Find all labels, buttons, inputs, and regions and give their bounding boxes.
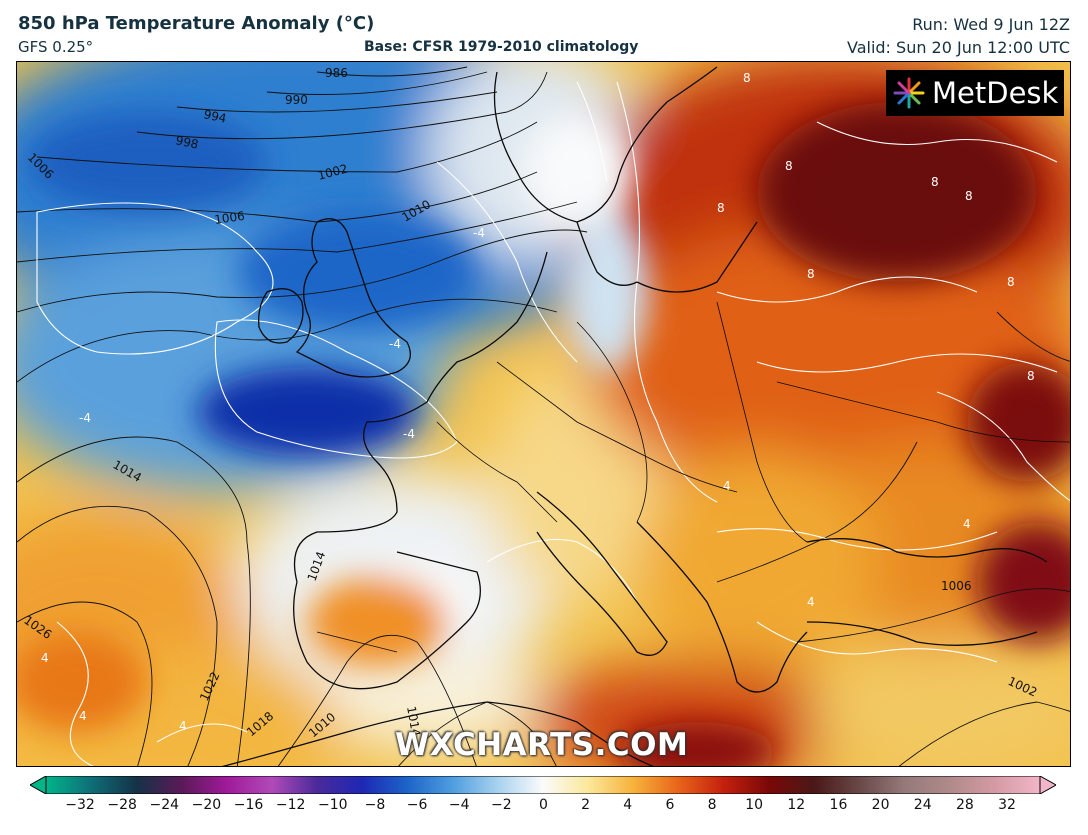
colorbar-high-arrow — [1039, 776, 1056, 794]
anomaly-label: 8 — [1027, 369, 1035, 383]
isobar-labels: 986 990 994 998 1002 1006 1006 1010 1014… — [21, 66, 1039, 740]
colorbar-tick-label: 0 — [539, 797, 548, 813]
run-time-label: Run: Wed 9 Jun 12Z — [912, 15, 1070, 34]
anomaly-label: 4 — [41, 651, 49, 665]
colorbar — [30, 776, 1056, 794]
isobar-label: 998 — [174, 133, 199, 151]
colorbar-tick-label: 4 — [623, 797, 633, 813]
isobar-label: 1014 — [404, 705, 423, 738]
colorbar-tick-label: −20 — [191, 797, 222, 813]
anomaly-label: -4 — [79, 411, 91, 425]
climatology-base-label: Base: CFSR 1979-2010 climatology — [364, 39, 639, 55]
wxcharts-watermark: WXCHARTS.COM — [395, 727, 689, 763]
metdesk-logo: MetDesk — [886, 70, 1064, 116]
colorbar-tick-label: −16 — [233, 797, 264, 813]
anomaly-map[interactable]: 986 990 994 998 1002 1006 1006 1010 1014… — [16, 61, 1071, 767]
logo-text: MetDesk — [932, 76, 1059, 110]
anomaly-label: 8 — [717, 201, 725, 215]
colorbar-tick-label: −24 — [149, 797, 180, 813]
colorbar-tick-label: −4 — [448, 797, 470, 813]
colorbar-tick-label: 8 — [707, 797, 717, 813]
anomaly-label: 8 — [1007, 275, 1015, 289]
colorbar-tick-label: −12 — [275, 797, 306, 813]
colorbar-tick-label: 10 — [745, 797, 764, 813]
anomaly-label: 4 — [79, 709, 87, 723]
colorbar-tick-label: 2 — [581, 797, 591, 813]
colorbar-tick-label: −28 — [107, 797, 137, 813]
anomaly-label: 8 — [931, 175, 939, 189]
isobar-label: 1006 — [213, 209, 245, 227]
coastlines — [221, 66, 1070, 766]
anomaly-label: 4 — [963, 517, 971, 531]
anomaly-label: 8 — [785, 159, 793, 173]
metdesk-pinwheel-icon — [893, 77, 925, 109]
colorbar-low-arrow — [30, 776, 47, 794]
colorbar-tick-label: 6 — [665, 797, 675, 813]
anomaly-label: -4 — [389, 337, 401, 351]
colorbar-gradient — [45, 776, 1041, 794]
anomaly-label: 4 — [807, 595, 815, 609]
valid-time-label: Valid: Sun 20 Jun 12:00 UTC — [847, 38, 1070, 57]
colorbar-tick-label: −10 — [318, 797, 348, 813]
colorbar-tick-label: −8 — [364, 797, 386, 813]
colorbar-tick-label: 32 — [998, 797, 1016, 813]
model-label: GFS 0.25° — [18, 38, 94, 56]
map-canvas — [17, 62, 1070, 766]
anomaly-label: 8 — [807, 267, 815, 281]
chart-title: 850 hPa Temperature Anomaly (°C) — [18, 13, 375, 34]
colorbar-tick-label: 16 — [829, 797, 848, 813]
anomaly-field — [17, 62, 1070, 766]
anomaly-label: 8 — [965, 189, 973, 203]
colorbar-tick-label: 12 — [787, 797, 806, 813]
isobar-label: 990 — [285, 93, 308, 107]
colorbar-tick-label: −32 — [65, 797, 95, 813]
anomaly-label: -4 — [403, 427, 415, 441]
isobar-label: 1006 — [941, 579, 972, 593]
anomaly-label: 4 — [723, 479, 731, 493]
colorbar-tick-label: −6 — [406, 797, 428, 813]
anomaly-label: -4 — [473, 226, 485, 240]
colorbar-tick-label: 28 — [955, 797, 974, 813]
colorbar-tick-label: 24 — [913, 797, 932, 813]
colorbar-tick-label: −2 — [491, 797, 512, 813]
anomaly-label: 8 — [743, 71, 751, 85]
anomaly-contours — [36, 81, 1070, 766]
anomaly-labels: -4 -4 -4 -4 4 4 4 4 4 4 8 8 8 8 8 8 8 8 — [41, 71, 1035, 733]
anomaly-label: 4 — [179, 719, 187, 733]
isobar-label: 986 — [325, 66, 348, 80]
isobar-label: 994 — [202, 107, 227, 125]
colorbar-tick-label: 20 — [871, 797, 890, 813]
